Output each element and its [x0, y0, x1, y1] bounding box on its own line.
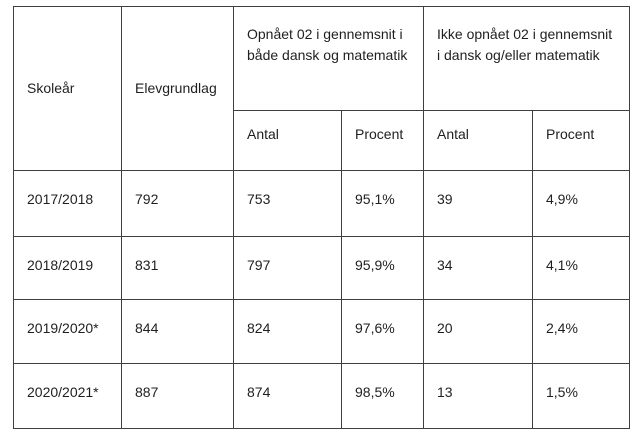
header-row-groups: Skoleår Elevgrundlag Opnået 02 i gennems…	[13, 6, 631, 171]
table-row: 2020/2021* 887 874 98,5% 13 1,5%	[13, 363, 631, 429]
cell-not-achieved-procent: 4,9%	[531, 170, 631, 237]
school-grades-table: Skoleår Elevgrundlag Opnået 02 i gennems…	[13, 6, 631, 429]
header-achieved-antal: Antal	[233, 110, 342, 171]
cell-skolear: 2018/2019	[13, 236, 122, 300]
header-elevgrundlag: Elevgrundlag	[121, 6, 234, 171]
header-achieved-procent: Procent	[341, 110, 424, 171]
header-group-not-achieved: Ikke opnået 02 i gennemsnit i dansk og/e…	[422, 6, 631, 111]
cell-not-achieved-procent: 1,5%	[531, 363, 631, 429]
cell-achieved-antal: 824	[233, 299, 342, 364]
cell-achieved-procent: 95,9%	[341, 236, 424, 300]
cell-skolear: 2017/2018	[13, 170, 122, 237]
cell-elevgrundlag: 844	[121, 299, 234, 364]
cell-elevgrundlag: 887	[121, 363, 234, 429]
cell-not-achieved-antal: 34	[423, 236, 533, 300]
table-row: 2019/2020* 844 824 97,6% 20 2,4%	[13, 299, 631, 364]
header-row-sub: Antal Procent Antal Procent	[14, 110, 631, 171]
cell-achieved-procent: 98,5%	[341, 363, 424, 429]
cell-achieved-antal: 874	[233, 363, 342, 429]
cell-achieved-procent: 97,6%	[341, 299, 424, 364]
cell-not-achieved-antal: 13	[423, 363, 533, 429]
cell-not-achieved-procent: 2,4%	[531, 299, 631, 364]
header-not-achieved-procent: Procent	[531, 110, 631, 171]
cell-skolear: 2020/2021*	[13, 363, 122, 429]
cell-achieved-procent: 95,1%	[341, 170, 424, 237]
cell-not-achieved-procent: 4,1%	[531, 236, 631, 300]
header-group-achieved: Opnået 02 i gennemsnit i både dansk og m…	[233, 6, 424, 111]
cell-skolear: 2019/2020*	[13, 299, 122, 364]
cell-elevgrundlag: 831	[121, 236, 234, 300]
header-skolear: Skoleår	[13, 6, 122, 171]
cell-achieved-antal: 797	[233, 236, 342, 300]
table-row: 2018/2019 831 797 95,9% 34 4,1%	[13, 236, 631, 300]
header-not-achieved-antal: Antal	[423, 110, 533, 171]
cell-not-achieved-antal: 20	[423, 299, 533, 364]
cell-not-achieved-antal: 39	[423, 170, 533, 237]
cell-elevgrundlag: 792	[121, 170, 234, 237]
cell-achieved-antal: 753	[233, 170, 342, 237]
table-row: 2017/2018 792 753 95,1% 39 4,9%	[13, 170, 631, 237]
